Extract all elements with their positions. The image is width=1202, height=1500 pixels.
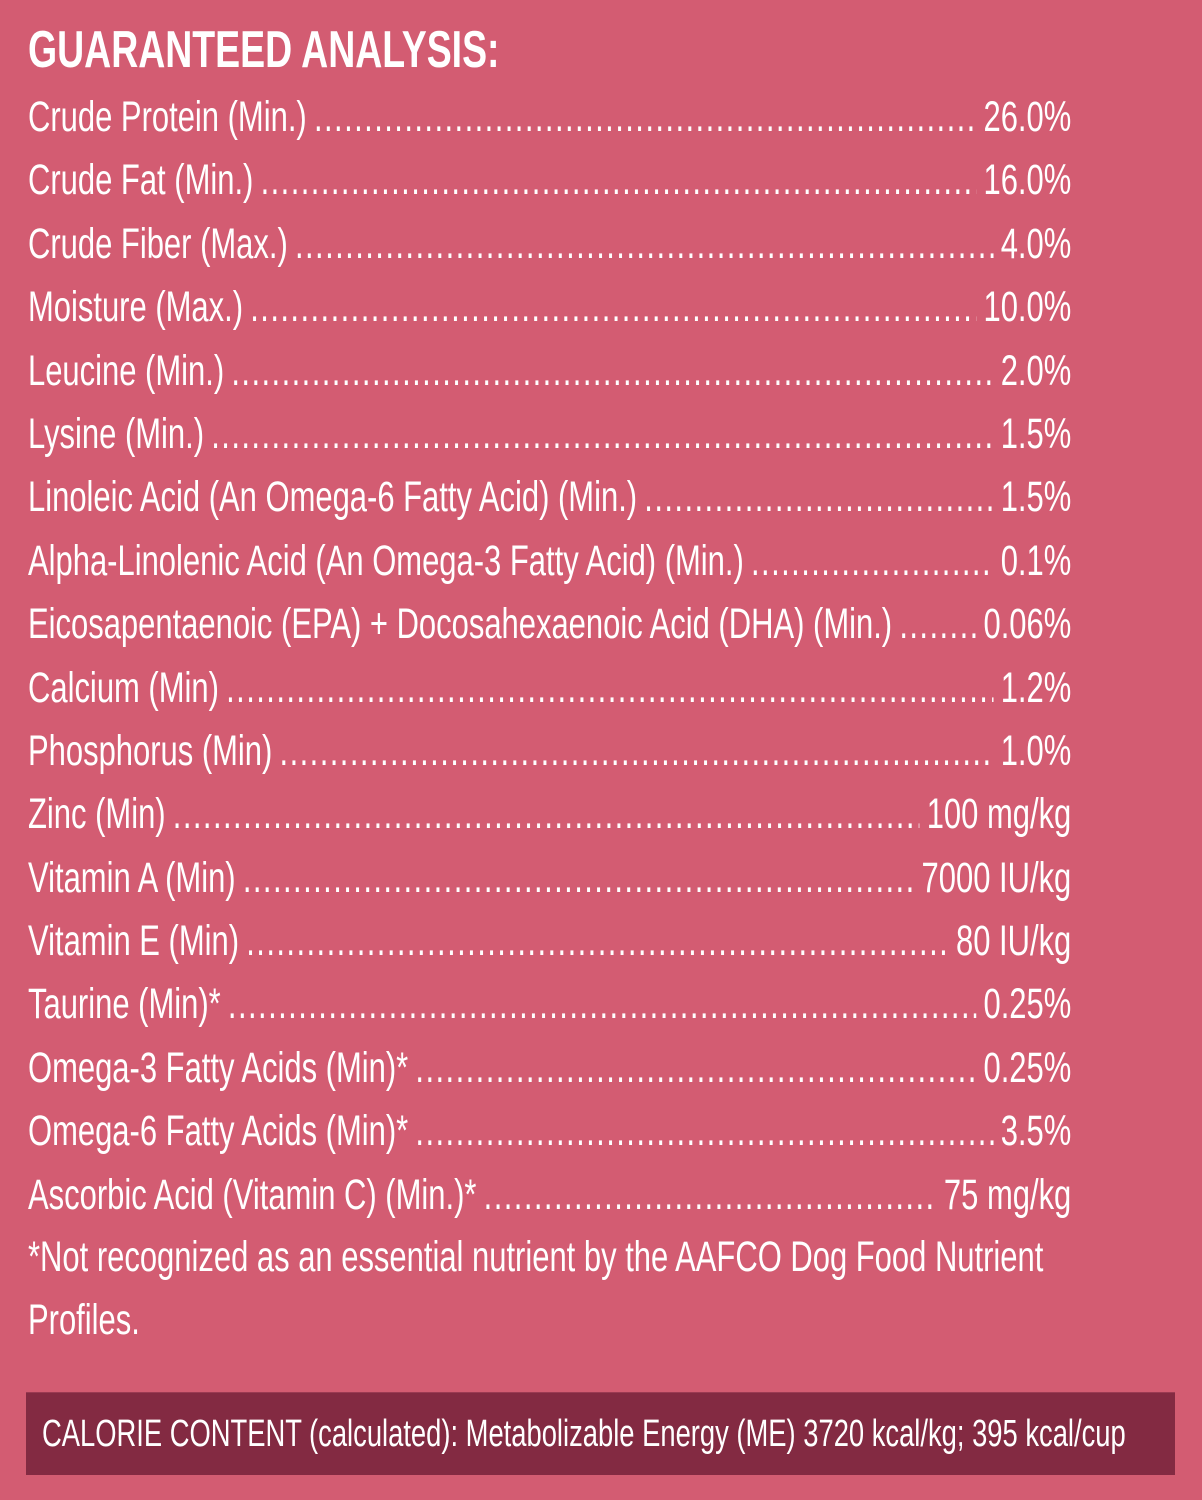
analysis-list: Crude Protein (Min.) 26.0% Crude Fat (Min.…	[28, 86, 1071, 1227]
nutrient-value: 2.0%	[1000, 346, 1072, 395]
calorie-content-bar: CALORIE CONTENT (calculated): Metaboliza…	[26, 1392, 1175, 1475]
nutrient-label: Eicosapentaenoic (EPA) + Docosahexaenoic…	[28, 600, 893, 649]
analysis-row: Leucine (Min.) 2.0%	[28, 340, 1071, 403]
nutrient-label: Omega-6 Fatty Acids (Min)*	[28, 1107, 409, 1156]
nutrient-label: Lysine (Min.)	[28, 409, 205, 458]
dot-leader	[899, 593, 976, 656]
nutrient-value: 100 mg/kg	[926, 790, 1072, 839]
dot-leader	[246, 910, 949, 973]
analysis-row: Omega-6 Fatty Acids (Min)* 3.5%	[28, 1100, 1071, 1163]
analysis-row: Omega-3 Fatty Acids (Min)* 0.25%	[28, 1037, 1071, 1100]
nutrient-label: Crude Fiber (Max.)	[28, 219, 288, 268]
dot-leader	[295, 213, 994, 276]
dot-leader	[228, 973, 976, 1036]
analysis-row: Alpha-Linolenic Acid (An Omega-3 Fatty A…	[28, 530, 1071, 593]
nutrient-label: Moisture (Max.)	[28, 283, 244, 332]
footnote: *Not recognized as an essential nutrient…	[28, 1233, 1044, 1345]
nutrient-label: Crude Fat (Min.)	[28, 156, 254, 205]
nutrient-label: Vitamin E (Min)	[28, 917, 240, 966]
nutrient-value: 0.06%	[983, 600, 1072, 649]
nutrient-value: 16.0%	[983, 156, 1072, 205]
analysis-row: Eicosapentaenoic (EPA) + Docosahexaenoic…	[28, 593, 1071, 656]
nutrient-label: Zinc (Min)	[28, 790, 166, 839]
nutrient-value: 26.0%	[983, 93, 1072, 141]
nutrient-value: 0.25%	[983, 980, 1072, 1029]
nutrient-label: Taurine (Min)*	[28, 980, 221, 1029]
analysis-row: Vitamin A (Min) 7000 IU/kg	[28, 847, 1071, 910]
dot-leader	[280, 720, 994, 783]
dot-leader	[173, 783, 920, 846]
page-title: GUARANTEED ANALYSIS:	[28, 21, 500, 79]
dot-leader	[644, 466, 993, 529]
nutrient-value: 0.25%	[983, 1043, 1072, 1092]
dot-leader	[250, 276, 976, 339]
dot-leader	[415, 1100, 993, 1163]
nutrient-value: 0.1%	[1000, 536, 1072, 585]
dot-leader	[243, 847, 915, 910]
analysis-row: Crude Fiber (Max.) 4.0%	[28, 213, 1071, 276]
dot-leader	[314, 86, 976, 149]
analysis-row: Zinc (Min) 100 mg/kg	[28, 783, 1071, 846]
nutrient-label: Alpha-Linolenic Acid (An Omega-3 Fatty A…	[28, 536, 744, 585]
nutrient-label: Calcium (Min)	[28, 663, 219, 712]
calorie-content-text: CALORIE CONTENT (calculated): Metaboliza…	[42, 1413, 1126, 1455]
analysis-row: Crude Protein (Min.) 26.0%	[28, 86, 1071, 149]
dot-leader	[231, 340, 993, 403]
nutrient-value: 1.5%	[1000, 409, 1072, 458]
nutrient-label: Ascorbic Acid (Vitamin C) (Min.)*	[28, 1170, 477, 1219]
nutrient-value: 1.0%	[1000, 726, 1072, 775]
nutrient-value: 7000 IU/kg	[921, 853, 1072, 902]
nutrient-label: Linoleic Acid (An Omega-6 Fatty Acid) (M…	[28, 473, 638, 522]
dot-leader	[211, 403, 993, 466]
nutrient-value: 80 IU/kg	[955, 917, 1072, 966]
nutrient-value: 4.0%	[1000, 219, 1072, 268]
nutrient-label: Leucine (Min.)	[28, 346, 225, 395]
analysis-row: Ascorbic Acid (Vitamin C) (Min.)* 75 mg/k…	[28, 1164, 1071, 1227]
dot-leader	[415, 1037, 976, 1100]
nutrient-label: Crude Protein (Min.)	[28, 93, 307, 141]
analysis-row: Crude Fat (Min.) 16.0%	[28, 149, 1071, 212]
dot-leader	[484, 1164, 937, 1227]
nutrient-label: Vitamin A (Min)	[28, 853, 236, 902]
analysis-row: Phosphorus (Min) 1.0%	[28, 720, 1071, 783]
nutrient-value: 75 mg/kg	[943, 1170, 1072, 1219]
analysis-row: Linoleic Acid (An Omega-6 Fatty Acid) (M…	[28, 466, 1071, 529]
nutrient-label: Phosphorus (Min)	[28, 726, 273, 775]
nutrient-value: 1.2%	[1000, 663, 1072, 712]
nutrient-value: 10.0%	[983, 283, 1072, 332]
analysis-row: Lysine (Min.) 1.5%	[28, 403, 1071, 466]
dot-leader	[261, 149, 977, 212]
dot-leader	[751, 530, 993, 593]
analysis-row: Moisture (Max.) 10.0%	[28, 276, 1071, 339]
analysis-row: Calcium (Min) 1.2%	[28, 657, 1071, 720]
analysis-row: Taurine (Min)* 0.25%	[28, 973, 1071, 1036]
dot-leader	[226, 657, 993, 720]
nutrient-value: 1.5%	[1000, 473, 1072, 522]
nutrient-value: 3.5%	[1000, 1107, 1072, 1156]
analysis-row: Vitamin E (Min) 80 IU/kg	[28, 910, 1071, 973]
nutrient-label: Omega-3 Fatty Acids (Min)*	[28, 1043, 409, 1092]
